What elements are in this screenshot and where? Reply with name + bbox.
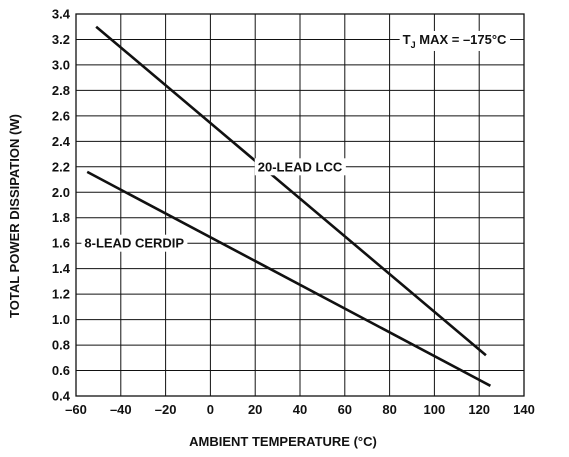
y-tick-label: 2.0 <box>52 185 70 200</box>
y-tick-label: 0.4 <box>52 389 71 404</box>
x-tick-labels: –60 –40 –20 0 20 40 60 80 100 120 140 <box>65 402 535 417</box>
series-lines <box>86 25 492 387</box>
x-tick-label: 60 <box>338 402 352 417</box>
annotation-label-2: TJ MAX = –175°C <box>399 30 511 51</box>
y-tick-label: 2.4 <box>52 134 71 149</box>
y-tick-label: 2.6 <box>52 108 70 123</box>
x-tick-label: 120 <box>468 402 490 417</box>
y-tick-label: 0.6 <box>52 363 70 378</box>
annotation-label-0: 20-LEAD LCC <box>254 158 346 176</box>
x-tick-label: –40 <box>110 402 132 417</box>
annotation-text: TJ MAX = –175°C <box>403 32 507 50</box>
y-tick-label: 3.0 <box>52 57 70 72</box>
annotations: 20-LEAD LCC 8-LEAD CERDIP TJ MAX = –175°C <box>81 30 511 252</box>
y-tick-label: 1.4 <box>52 261 71 276</box>
annotation-background <box>399 30 511 51</box>
x-tick-label: 100 <box>424 402 446 417</box>
x-tick-label: 140 <box>513 402 535 417</box>
annotation-text-sub: J <box>411 40 416 50</box>
x-tick-label: –20 <box>155 402 177 417</box>
y-axis-title: TOTAL POWER DISSIPATION (W) <box>7 114 22 318</box>
annotation-background <box>254 158 346 176</box>
y-tick-label: 0.8 <box>52 338 70 353</box>
annotation-text-main: T <box>403 32 411 47</box>
y-tick-label: 1.0 <box>52 312 70 327</box>
y-tick-label: 2.2 <box>52 159 70 174</box>
y-tick-label: 2.8 <box>52 83 70 98</box>
x-tick-label: 40 <box>293 402 307 417</box>
y-tick-label: 3.2 <box>52 32 70 47</box>
annotation-background <box>81 234 188 252</box>
x-tick-label: 20 <box>248 402 262 417</box>
series-line-8-lead-cerdip <box>86 170 492 387</box>
x-tick-label: 0 <box>207 402 214 417</box>
x-axis-title: AMBIENT TEMPERATURE (°C) <box>189 434 377 449</box>
x-tick-label: 80 <box>382 402 396 417</box>
y-tick-label: 3.4 <box>52 7 71 22</box>
y-tick-label: 1.8 <box>52 210 70 225</box>
annotation-text: 8-LEAD CERDIP <box>84 236 184 251</box>
y-tick-label: 1.2 <box>52 287 70 302</box>
y-tick-label: 1.6 <box>52 236 70 251</box>
series-line-20-lead-lcc <box>95 25 487 357</box>
plot-frame <box>75 13 525 397</box>
annotation-label-1: 8-LEAD CERDIP <box>81 234 188 252</box>
annotation-text: 20-LEAD LCC <box>258 159 343 174</box>
x-tick-label: –60 <box>65 402 87 417</box>
y-tick-labels: 0.4 0.6 0.8 1.0 1.2 1.4 1.6 1.8 2.0 2.2 2.4 2.6 2.8 3… <box>52 7 71 404</box>
annotation-text-rest: MAX = –175°C <box>416 32 507 47</box>
